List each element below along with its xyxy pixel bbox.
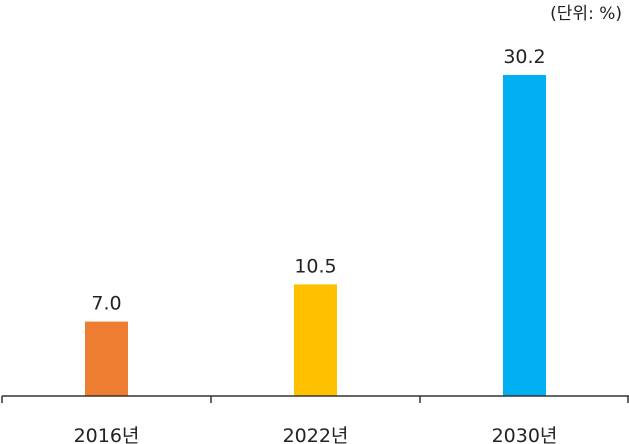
x-tick-label-2: 2022년 (283, 425, 349, 444)
x-tick-label-3: 2030년 (492, 425, 558, 444)
unit-label: (단위: %) (550, 4, 622, 24)
value-label-3: 30.2 (503, 46, 545, 68)
value-label-1: 7.0 (91, 293, 121, 315)
x-axis-ticks (1, 396, 629, 403)
bar-3 (503, 75, 546, 396)
value-label-2: 10.5 (294, 255, 336, 277)
bars-group: 7.0 10.5 30.2 (85, 46, 546, 396)
bar-1 (85, 321, 128, 396)
x-tick-label-1: 2016년 (74, 425, 140, 444)
x-axis-tick-labels: 2016년 2022년 2030년 (74, 425, 558, 444)
bar-2 (294, 284, 337, 396)
